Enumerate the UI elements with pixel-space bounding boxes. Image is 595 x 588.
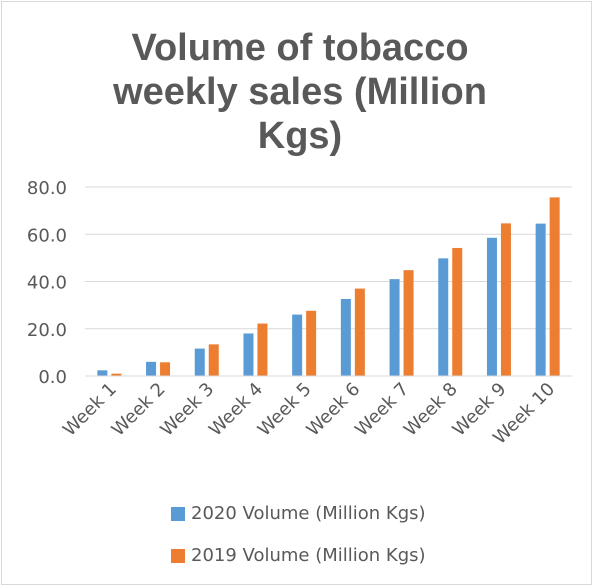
bar-2020-week-7 [389, 279, 400, 376]
legend-swatch [171, 506, 185, 521]
bar-2020-week-5 [292, 314, 303, 376]
bar-2020-week-3 [194, 348, 205, 376]
bar-2020-week-8 [438, 258, 449, 376]
bar-2020-week-10 [535, 223, 546, 376]
bar-2019-week-7 [403, 270, 414, 376]
bar-2019-week-1 [111, 373, 122, 376]
x-tick-label: Week 8 [400, 379, 462, 441]
bar-2019-week-6 [354, 288, 365, 376]
y-tick-label: 80.0 [27, 178, 67, 199]
legend-label: 2019 Volume (Million Kgs) [191, 545, 426, 566]
bar-2019-week-10 [549, 197, 560, 376]
x-tick-label: Week 4 [205, 379, 267, 441]
legend-item-2019: 2019 Volume (Million Kgs) [171, 545, 426, 566]
bar-2019-week-8 [452, 247, 463, 376]
bar-2020-week-1 [97, 370, 108, 376]
x-tick-label: Week 2 [108, 379, 170, 441]
y-tick-label: 40.0 [27, 273, 67, 294]
bar-2020-week-2 [146, 361, 157, 376]
y-tick-label: 0.0 [38, 367, 67, 388]
bar-2019-week-3 [208, 344, 219, 376]
bar-2020-week-9 [486, 237, 497, 376]
bar-2020-week-4 [243, 333, 254, 376]
legend-item-2020: 2020 Volume (Million Kgs) [171, 503, 426, 524]
bar-2019-week-4 [257, 323, 268, 376]
bar-2019-week-5 [306, 310, 317, 376]
bar-2019-week-9 [500, 223, 511, 376]
x-tick-label: Week 3 [156, 379, 218, 441]
x-tick-label: Week 6 [303, 379, 365, 441]
x-tick-label: Week 5 [254, 379, 316, 441]
legend-swatch [171, 548, 185, 563]
chart-title: Volume of tobacco weekly sales (Million … [113, 27, 487, 157]
y-tick-label: 20.0 [27, 320, 67, 341]
bar-2019-week-2 [160, 362, 171, 376]
x-tick-label: Week 1 [59, 379, 121, 441]
x-tick-label: Week 7 [351, 379, 413, 441]
bar-2020-week-6 [340, 298, 351, 376]
y-tick-label: 60.0 [27, 225, 67, 246]
legend-label: 2020 Volume (Million Kgs) [191, 503, 426, 524]
